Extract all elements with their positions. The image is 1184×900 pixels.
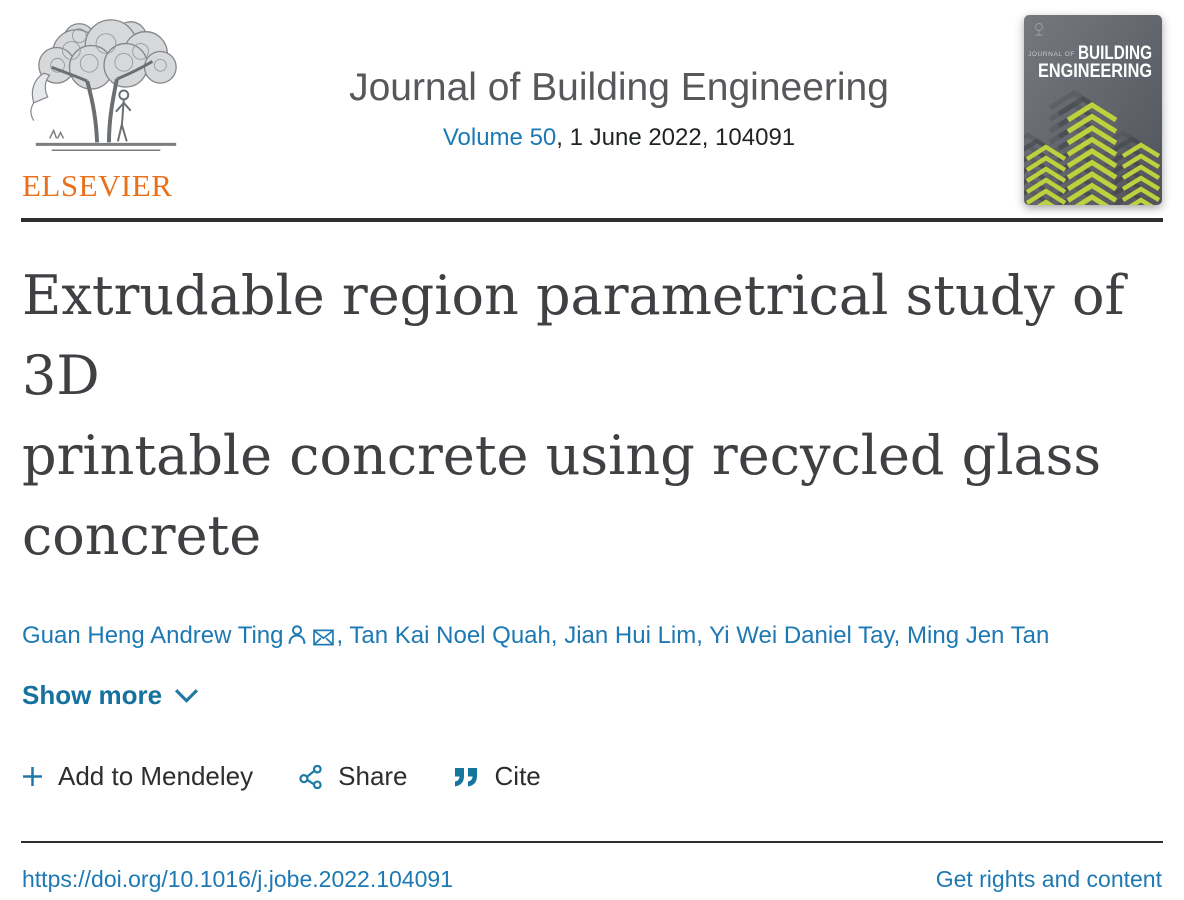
plus-icon <box>23 767 42 786</box>
header-divider <box>21 218 1163 222</box>
doi-row: https://doi.org/10.1016/j.jobe.2022.1040… <box>22 863 1162 895</box>
email-envelope-icon <box>312 629 334 646</box>
cite-quote-icon <box>454 767 477 786</box>
elsevier-tree-icon <box>30 19 177 152</box>
cover-kicker: JOURNAL OF <box>1028 51 1075 58</box>
doi-link[interactable]: https://doi.org/10.1016/j.jobe.2022.1040… <box>22 866 453 892</box>
journal-cover-art: JOURNAL OF BUILDING ENGINEERING <box>1024 15 1162 205</box>
volume-link[interactable]: Volume 50 <box>442 123 557 151</box>
journal-header-center: Journal of Building Engineering Volume 5… <box>214 15 1024 218</box>
show-more-button[interactable]: Show more <box>22 680 199 711</box>
author-names-rest[interactable]: , Tan Kai Noel Quah, Jian Hui Lim, Yi We… <box>336 622 1050 649</box>
author-name-first[interactable]: Guan Heng Andrew Ting <box>22 622 284 649</box>
cover-chevrons <box>1025 102 1161 205</box>
issue-info: , 1 June 2022, 104091 <box>556 123 796 151</box>
add-to-mendeley-label: Add to Mendeley <box>58 761 254 791</box>
get-rights-link[interactable]: Get rights and content <box>935 866 1162 892</box>
author-list: Guan Heng Andrew Ting , Tan Kai Noel Qua… <box>22 620 1162 652</box>
elsevier-wordmark: ELSEVIER <box>22 168 173 203</box>
journal-header: ELSEVIER Journal of Building Engineering… <box>0 0 1184 218</box>
add-to-mendeley-button[interactable]: Add to Mendeley <box>22 761 253 792</box>
elsevier-logo[interactable]: ELSEVIER <box>22 15 214 218</box>
cover-elsevier-mark <box>1035 23 1043 36</box>
article-main: Extrudable region parametrical study of … <box>0 256 1184 792</box>
journal-title-link[interactable]: Journal of Building Engineering <box>349 66 889 109</box>
article-title: Extrudable region parametrical study of … <box>22 264 1125 567</box>
share-button[interactable]: Share <box>299 761 408 792</box>
corresponding-author-icon <box>288 625 305 644</box>
volume-issue-line: Volume 50, 1 June 2022, 104091 <box>214 124 1024 152</box>
share-label: Share <box>338 761 408 791</box>
chevron-down-icon <box>175 689 199 703</box>
cite-button[interactable]: Cite <box>454 761 541 792</box>
share-icon <box>299 764 322 789</box>
doi-divider <box>21 841 1163 843</box>
cover-title-line2: ENGINEERING <box>1038 61 1152 82</box>
cover-title-line1: BUILDING <box>1078 43 1152 64</box>
journal-cover-image[interactable]: JOURNAL OF BUILDING ENGINEERING <box>1024 15 1162 205</box>
action-toolbar: Add to Mendeley Share <box>22 761 1162 792</box>
show-more-label: Show more <box>22 680 163 710</box>
cite-label: Cite <box>494 761 541 791</box>
